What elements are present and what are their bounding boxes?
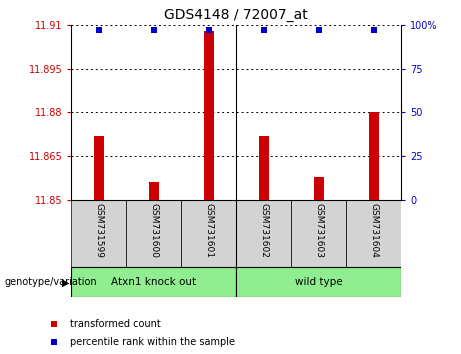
Bar bbox=[204, 31, 214, 200]
Bar bbox=[236, 267, 401, 297]
Bar bbox=[71, 267, 236, 297]
Bar bbox=[149, 183, 159, 200]
Text: GSM731602: GSM731602 bbox=[259, 203, 268, 258]
Text: GSM731604: GSM731604 bbox=[369, 203, 378, 258]
Text: GSM731599: GSM731599 bbox=[95, 203, 103, 258]
Bar bbox=[94, 136, 104, 200]
Text: wild type: wild type bbox=[295, 277, 343, 287]
Bar bbox=[236, 200, 291, 267]
Bar bbox=[259, 136, 269, 200]
Bar bbox=[346, 200, 401, 267]
Bar bbox=[71, 200, 126, 267]
Bar bbox=[291, 200, 346, 267]
Title: GDS4148 / 72007_at: GDS4148 / 72007_at bbox=[165, 8, 308, 22]
Bar bbox=[181, 200, 236, 267]
Bar bbox=[126, 200, 181, 267]
Bar bbox=[314, 177, 324, 200]
Text: GSM731601: GSM731601 bbox=[204, 203, 213, 258]
Text: Atxn1 knock out: Atxn1 knock out bbox=[111, 277, 196, 287]
Text: GSM731603: GSM731603 bbox=[314, 203, 323, 258]
Text: genotype/variation: genotype/variation bbox=[5, 277, 97, 287]
Bar bbox=[369, 112, 378, 200]
Text: ▶: ▶ bbox=[62, 277, 70, 287]
Text: percentile rank within the sample: percentile rank within the sample bbox=[71, 337, 236, 347]
Text: GSM731600: GSM731600 bbox=[149, 203, 159, 258]
Text: transformed count: transformed count bbox=[71, 319, 161, 329]
